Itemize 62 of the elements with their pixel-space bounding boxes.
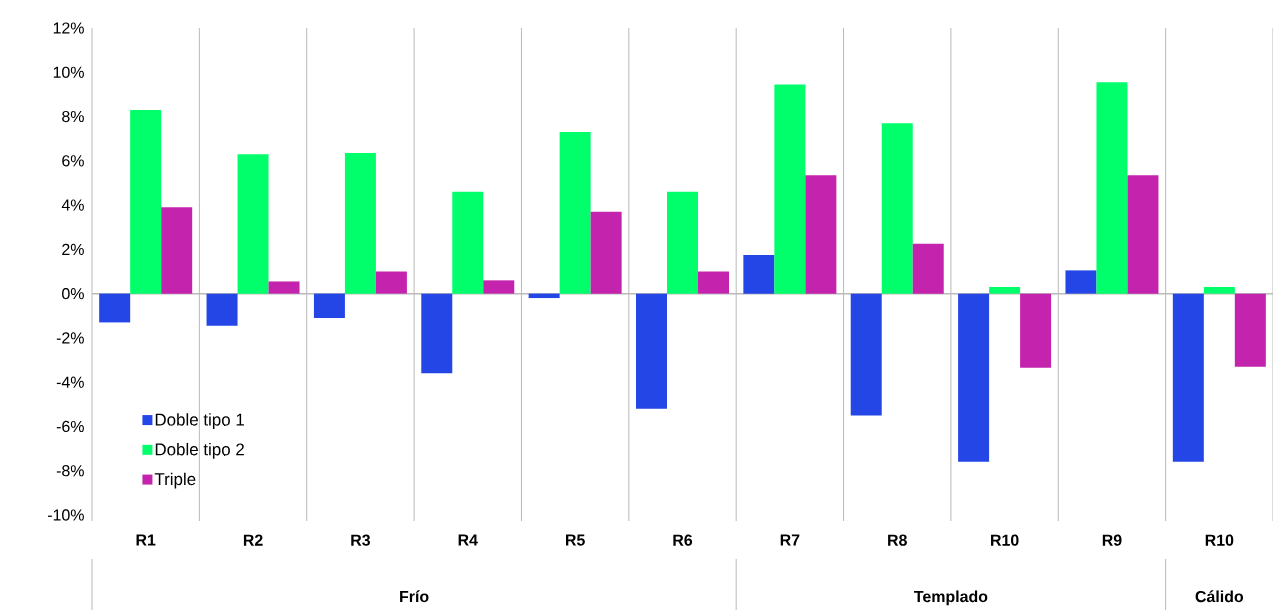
legend-label: Doble tipo 2 <box>155 442 244 459</box>
x-tick-label: R3 <box>351 534 371 546</box>
y-tick-label: 2% <box>62 243 84 255</box>
bar <box>1065 270 1097 294</box>
y-tick-label: -4% <box>56 376 84 388</box>
bar <box>237 154 269 294</box>
x-tick-label: R6 <box>673 534 693 546</box>
y-tick-label: 4% <box>61 199 84 211</box>
bar <box>313 293 345 318</box>
legend-label: Triple <box>154 472 196 489</box>
bar <box>528 293 560 299</box>
y-tick-label: 10% <box>53 66 84 78</box>
x-tick-label: R8 <box>888 534 907 546</box>
x-tick-label: R10 <box>1205 534 1234 546</box>
x-tick-label: R5 <box>566 534 585 546</box>
x-tick-label: R10 <box>991 534 1019 546</box>
bar <box>881 123 913 294</box>
bar <box>1234 293 1266 367</box>
y-tick-label: -8% <box>56 465 84 477</box>
y-tick-label: -10% <box>47 509 84 521</box>
legend-label: Doble tipo 1 <box>155 413 244 429</box>
bar <box>268 281 300 294</box>
bar <box>421 293 453 374</box>
bar <box>958 293 990 462</box>
bar <box>99 293 131 323</box>
bar <box>698 271 729 294</box>
bar <box>667 191 698 294</box>
bar <box>483 280 515 294</box>
bar <box>743 254 775 294</box>
bar <box>590 211 622 294</box>
bar <box>344 153 376 294</box>
text: Cálido <box>1195 590 1244 603</box>
x-tick-label: R2 <box>243 534 263 546</box>
y-tick-label: 12% <box>53 22 84 34</box>
y-tick-label: 0% <box>62 288 84 300</box>
bar <box>206 293 238 326</box>
bar <box>805 175 837 294</box>
text: Frío <box>400 590 429 603</box>
bar <box>989 286 1021 294</box>
bar <box>636 293 667 409</box>
bar <box>850 293 882 416</box>
x-tick-label: R9 <box>1102 534 1122 546</box>
bar <box>1203 286 1235 294</box>
y-tick-label: 8% <box>62 110 84 123</box>
bar <box>130 109 162 294</box>
bar <box>375 271 407 294</box>
x-tick-label: R1 <box>136 534 156 546</box>
bar <box>1172 293 1204 462</box>
bar <box>1096 82 1128 294</box>
bar <box>912 243 944 294</box>
bar <box>774 84 806 294</box>
bar <box>161 207 193 294</box>
bar <box>1020 293 1052 368</box>
x-tick-label: R7 <box>780 534 800 546</box>
text: Templado <box>914 590 988 606</box>
y-tick-label: -2% <box>56 332 84 344</box>
y-tick-label: 6% <box>62 155 84 167</box>
x-tick-label: R4 <box>458 534 478 546</box>
bar <box>1127 175 1159 294</box>
bar <box>452 191 484 294</box>
bar <box>559 132 591 294</box>
y-tick-label: -6% <box>56 420 84 433</box>
